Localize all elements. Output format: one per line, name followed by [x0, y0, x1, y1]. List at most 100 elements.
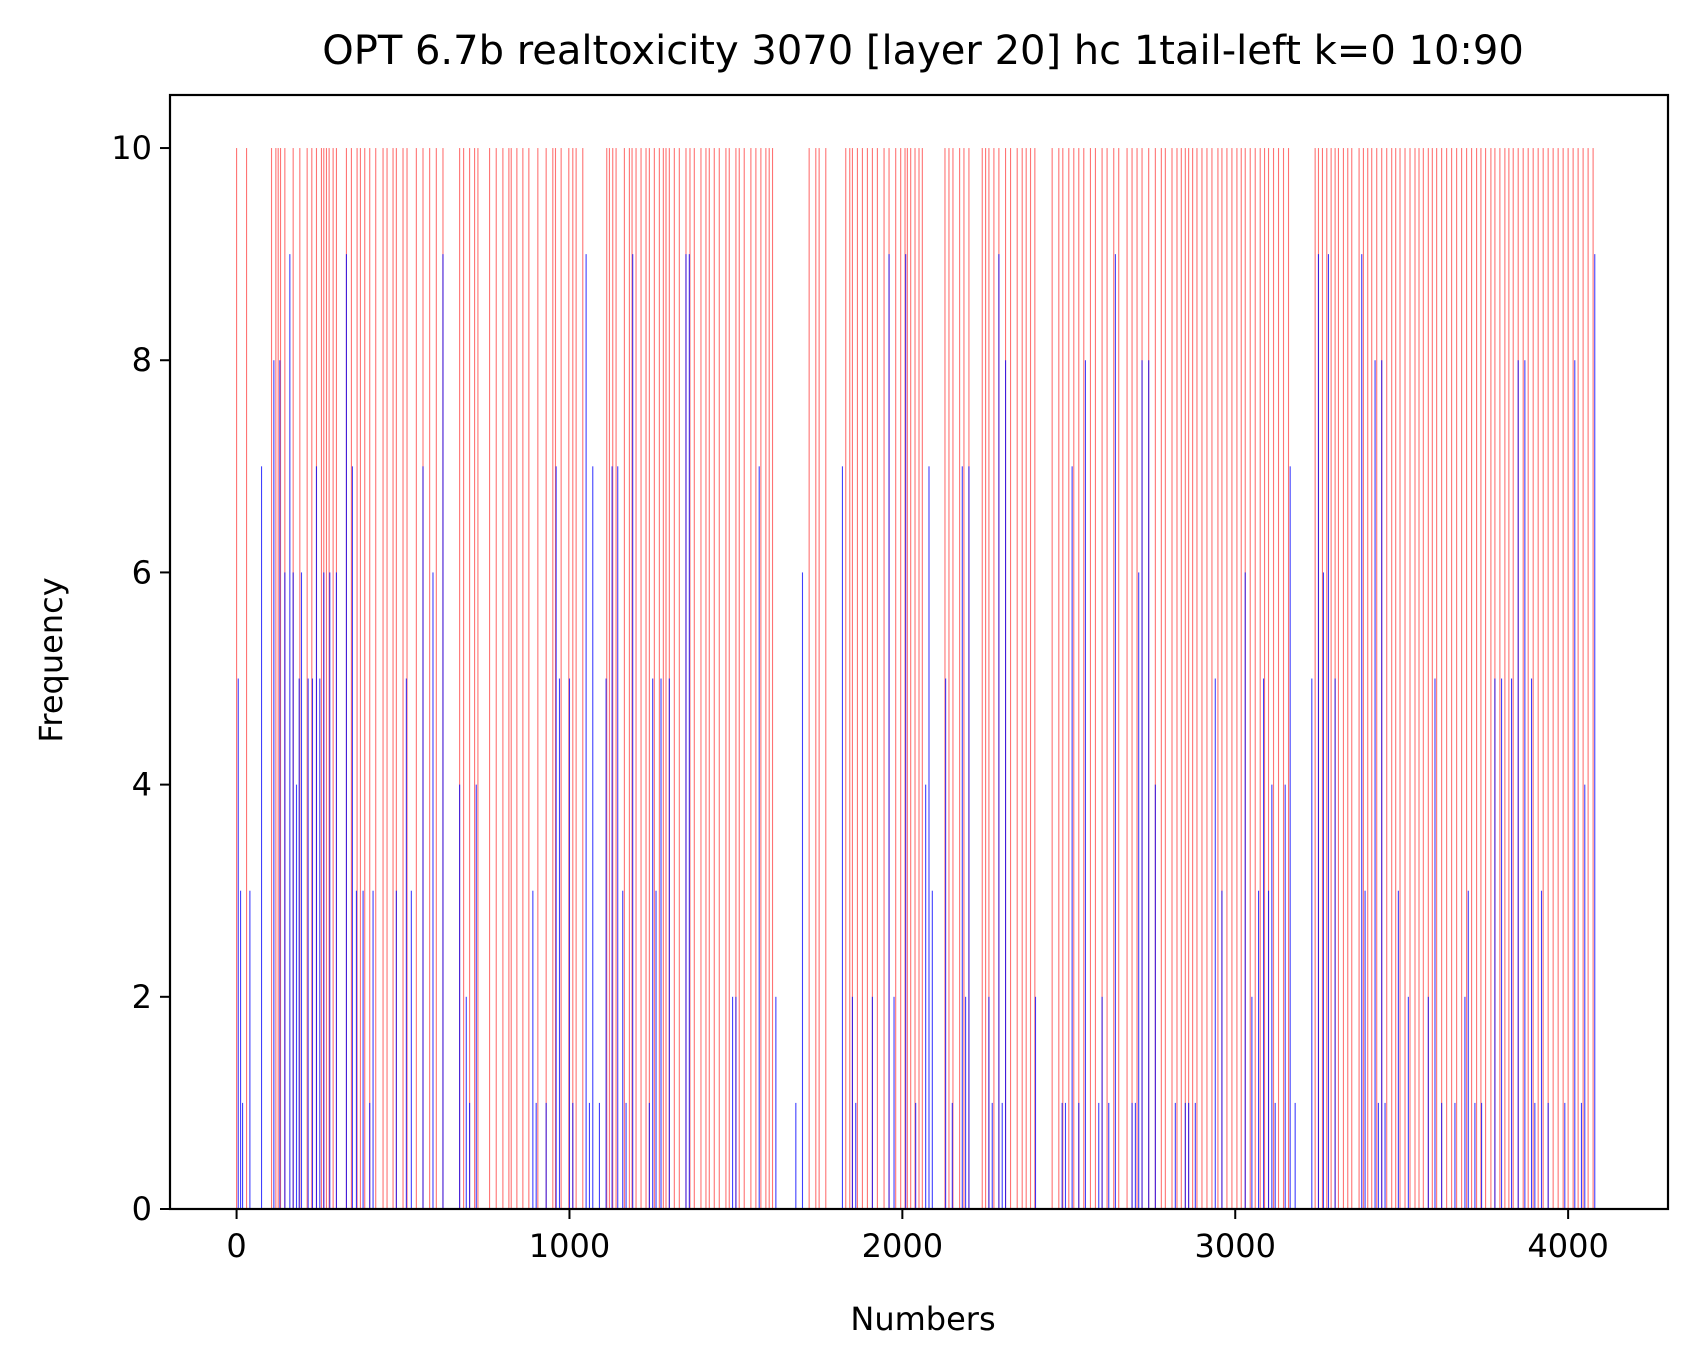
bar-series-0-25: [382, 148, 384, 1209]
bar-series-0-210: [1441, 148, 1443, 1209]
bar-series-1-73: [915, 1102, 917, 1209]
bar-series-0-110: [900, 148, 902, 1209]
bar-series-0-70: [658, 148, 660, 1209]
bar-series-0-168: [1226, 148, 1228, 1209]
x-tick-label-4: 4000: [1527, 1227, 1608, 1265]
bar-series-0-147: [1118, 148, 1120, 1209]
bar-series-1-115: [1274, 1102, 1276, 1209]
bar-series-0-40: [477, 148, 479, 1209]
bar-series-0-49: [537, 148, 539, 1209]
bar-series-0-200: [1395, 148, 1397, 1209]
bar-series-0-116: [921, 148, 923, 1209]
bar-series-0-130: [1016, 148, 1018, 1209]
bar-series-1-85: [1001, 1102, 1003, 1209]
bar-series-0-230: [1537, 148, 1539, 1209]
bar-series-0-214: [1461, 148, 1463, 1209]
bar-series-0-3: [275, 148, 277, 1209]
bar-series-1-11: [298, 678, 300, 1209]
bar-series-1-78: [951, 1102, 953, 1209]
y-axis-label: Frequency: [32, 577, 70, 742]
bar-series-0-159: [1184, 148, 1186, 1209]
bar-series-1-21: [351, 466, 353, 1210]
bar-series-1-25: [372, 890, 374, 1209]
bar-series-0-198: [1386, 148, 1388, 1209]
bar-series-1-63: [775, 996, 777, 1209]
bar-series-0-38: [469, 148, 471, 1209]
bar-series-0-82: [713, 148, 715, 1209]
bar-series-0-154: [1160, 148, 1162, 1209]
bar-series-1-48: [611, 466, 613, 1210]
bar-series-0-141: [1083, 148, 1085, 1209]
bar-series-0-67: [645, 148, 647, 1209]
bar-series-1-58: [685, 254, 687, 1209]
bar-series-0-29: [402, 148, 404, 1209]
bar-series-1-41: [568, 678, 571, 1209]
bar-series-0-229: [1532, 148, 1534, 1209]
bar-series-0-79: [700, 148, 702, 1209]
bar-series-0-20: [356, 148, 358, 1209]
bar-series-1-126: [1374, 360, 1376, 1209]
bar-series-1-116: [1284, 784, 1286, 1209]
bar-series-0-123: [981, 148, 983, 1209]
bar-series-1-24: [369, 1102, 371, 1209]
bar-series-1-107: [1214, 678, 1216, 1209]
chart-title: OPT 6.7b realtoxicity 3070 [layer 20] hc…: [322, 28, 1524, 74]
bar-series-1-0: [237, 678, 239, 1209]
bar-series-0-64: [631, 148, 633, 1209]
bar-series-1-87: [1034, 996, 1037, 1209]
bar-series-0-233: [1552, 148, 1554, 1209]
bar-series-0-206: [1422, 148, 1424, 1209]
bar-series-1-2: [242, 1102, 244, 1209]
x-axis-ticks: 0 1000 2000 3000 4000: [226, 1209, 1609, 1265]
bar-series-0-195: [1371, 148, 1373, 1209]
bar-series-0-10: [311, 148, 313, 1209]
bar-series-0-104: [866, 148, 868, 1209]
bar-series-1-31: [442, 254, 444, 1209]
y-tick-label-5: 10: [111, 129, 152, 167]
bar-series-0-58: [606, 148, 608, 1209]
bar-series-0-232: [1547, 148, 1549, 1209]
bar-series-0-119: [952, 148, 954, 1209]
bar-series-0-68: [648, 148, 650, 1209]
bar-series-1-12: [300, 572, 303, 1209]
bar-series-0-216: [1471, 148, 1473, 1209]
bar-series-1-89: [1064, 1102, 1067, 1209]
bar-series-0-160: [1188, 148, 1190, 1209]
bar-series-0-192: [1358, 148, 1360, 1209]
bar-series-1-144: [1524, 360, 1526, 1209]
bar-series-0-85: [728, 148, 730, 1209]
bar-series-0-72: [665, 148, 667, 1209]
bar-series-1-68: [855, 1102, 857, 1209]
x-tick-label-1: 1000: [529, 1227, 610, 1265]
bar-series-1-123: [1334, 678, 1336, 1209]
bar-series-1-136: [1464, 996, 1466, 1209]
bar-series-0-12: [320, 148, 323, 1209]
bar-series-1-142: [1510, 678, 1513, 1209]
bar-series-0-106: [876, 148, 878, 1209]
bar-series-0-2: [270, 148, 273, 1209]
bar-series-0-125: [988, 148, 990, 1209]
bar-series-0-215: [1466, 148, 1468, 1209]
bar-series-0-112: [906, 148, 908, 1209]
bar-series-0-23: [369, 148, 371, 1209]
bar-series-1-138: [1474, 1102, 1476, 1209]
bar-series-1-37: [532, 890, 534, 1209]
bar-series-0-95: [808, 148, 810, 1209]
y-tick-label-4: 8: [132, 341, 152, 379]
bar-series-1-19: [335, 572, 337, 1209]
bar-series-1-60: [732, 996, 734, 1209]
bar-series-1-93: [1098, 1102, 1100, 1209]
bar-series-0-133: [1029, 148, 1032, 1209]
bar-series-0-220: [1490, 148, 1492, 1209]
y-tick-label-3: 6: [132, 553, 152, 591]
bar-series-1-110: [1251, 996, 1253, 1209]
bar-series-0-88: [743, 148, 745, 1209]
bar-series-0-120: [959, 148, 961, 1209]
bar-series-1-74: [925, 784, 927, 1209]
bar-series-0-34: [435, 148, 437, 1209]
bar-series-1-124: [1361, 254, 1363, 1209]
bar-series-0-140: [1078, 148, 1080, 1209]
bar-series-1-45: [592, 466, 594, 1210]
bar-series-0-185: [1326, 148, 1328, 1209]
bar-series-0-135: [1051, 148, 1053, 1209]
